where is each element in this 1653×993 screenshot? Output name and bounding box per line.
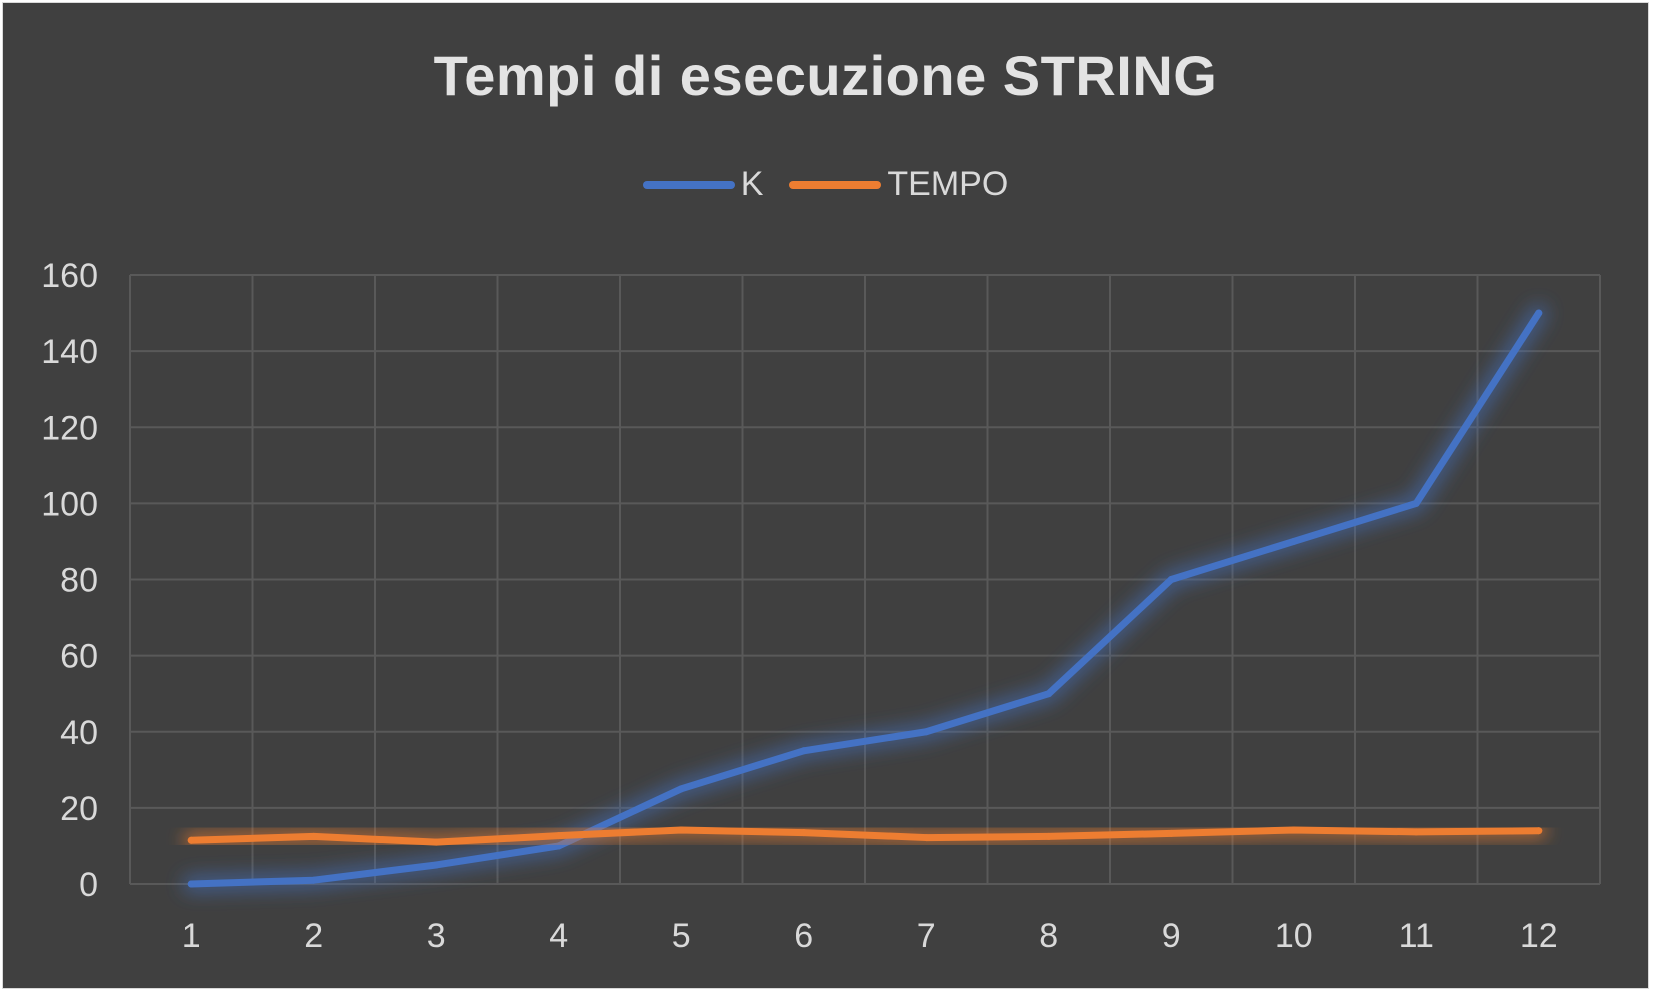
x-tick-label: 11 — [1399, 917, 1434, 955]
data-point-tempo — [922, 834, 930, 842]
y-tick-label: 160 — [41, 257, 98, 295]
legend-swatch-k — [642, 180, 735, 189]
data-point-tempo — [800, 829, 808, 837]
data-point-k — [1290, 537, 1298, 545]
data-point-k — [677, 785, 685, 793]
data-point-tempo — [555, 832, 563, 840]
y-tick-label: 120 — [41, 409, 98, 447]
legend-label-k: K — [740, 165, 764, 203]
series-line-tempo — [187, 826, 1543, 846]
data-point-tempo — [310, 832, 318, 840]
data-point-k — [310, 876, 318, 884]
series-line-k — [187, 309, 1543, 888]
data-point-tempo — [677, 826, 685, 834]
y-tick-label: 20 — [60, 790, 98, 828]
x-tick-label: 8 — [1039, 917, 1058, 955]
x-tick-label: 4 — [549, 917, 568, 955]
chart-title: Tempi di esecuzione STRING — [433, 44, 1218, 107]
legend: K TEMPO — [3, 165, 1648, 204]
data-point-tempo — [1412, 828, 1420, 836]
data-point-tempo — [1167, 829, 1175, 837]
x-tick-label: 6 — [794, 917, 813, 955]
legend-swatch-tempo — [789, 180, 882, 189]
data-point-tempo — [1535, 827, 1543, 835]
y-tick-label: 140 — [41, 333, 98, 371]
y-tick-label: 80 — [60, 562, 98, 600]
data-point-k — [432, 861, 440, 869]
x-tick-label: 1 — [182, 917, 201, 955]
x-tick-label: 7 — [917, 917, 936, 955]
data-point-tempo — [1290, 826, 1298, 834]
legend-item-tempo: TEMPO — [789, 165, 1008, 204]
x-tick-label: 12 — [1520, 917, 1558, 955]
y-tick-label: 100 — [41, 485, 98, 523]
x-tick-label: 9 — [1162, 917, 1181, 955]
data-point-k — [1167, 576, 1175, 583]
data-point-k — [1045, 690, 1053, 698]
data-point-tempo — [1045, 832, 1053, 840]
data-point-k — [1412, 499, 1420, 507]
legend-item-k: K — [642, 165, 764, 204]
x-tick-label: 3 — [427, 917, 446, 955]
legend-label-tempo: TEMPO — [887, 165, 1009, 203]
x-tick-label: 10 — [1275, 917, 1313, 955]
x-tick-label: 5 — [672, 917, 691, 955]
data-point-k — [800, 747, 808, 755]
data-point-k — [187, 880, 195, 888]
y-tick-label: 60 — [60, 638, 98, 676]
data-point-k — [922, 728, 930, 736]
y-tick-label: 0 — [79, 866, 98, 904]
x-tick-label: 2 — [304, 917, 323, 955]
data-point-k — [1535, 309, 1543, 317]
data-point-tempo — [432, 838, 440, 846]
data-point-tempo — [187, 836, 195, 844]
y-tick-label: 40 — [60, 714, 98, 752]
